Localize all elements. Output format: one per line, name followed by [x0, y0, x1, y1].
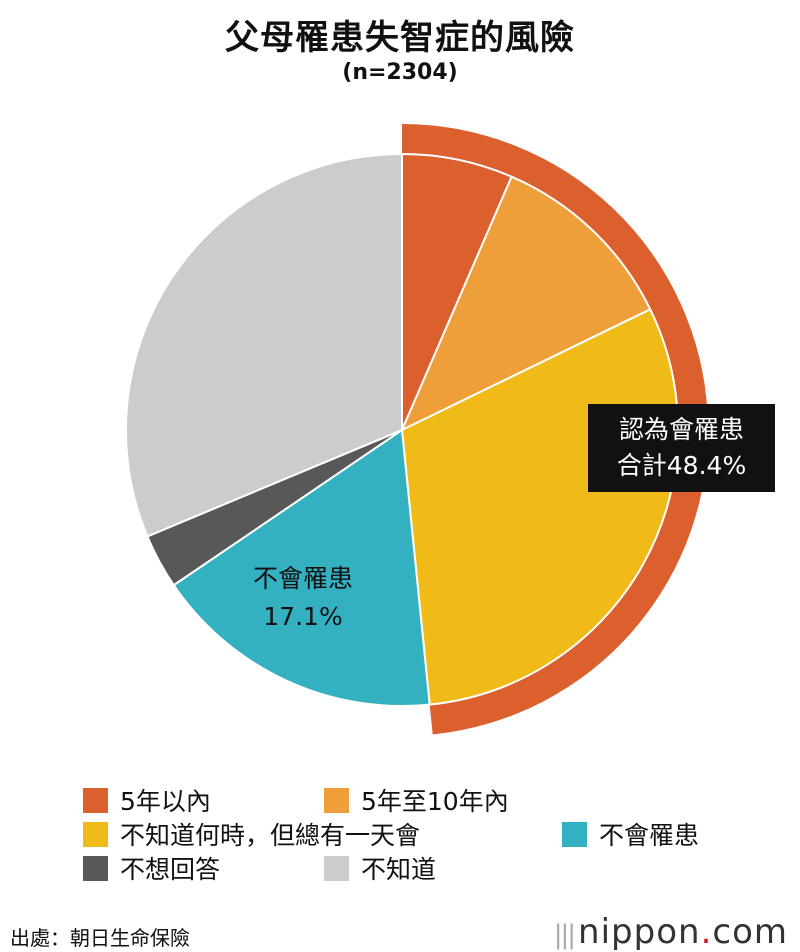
- brand-name: nippon: [578, 912, 701, 952]
- legend-label: 5年以內: [120, 787, 211, 816]
- legend-swatch: [83, 855, 108, 881]
- pie-slice-5: [125, 153, 403, 538]
- legend-swatch: [83, 821, 108, 847]
- chart-subtitle: (n=2304): [342, 60, 458, 85]
- legend-item: 不知道何時，但總有一天會: [83, 816, 420, 852]
- legend-item: 不想回答: [83, 850, 220, 886]
- legend-item: 不會罹患: [562, 816, 699, 852]
- pie-chart: [125, 124, 709, 735]
- pie-slice-3: [172, 429, 431, 707]
- legend-label: 不會罹患: [599, 821, 700, 850]
- legend-label: 不知道: [361, 855, 437, 884]
- legend-swatch: [324, 855, 349, 881]
- legend-swatch: [324, 787, 349, 813]
- legend-label: 5年至10年內: [361, 787, 509, 816]
- group-total-callout: 認為會罹患 合計48.4%: [588, 404, 775, 492]
- legend-item: 不知道: [324, 850, 436, 886]
- legend-swatch: [83, 787, 108, 813]
- chart-title: 父母罹患失智症的風險: [225, 18, 575, 58]
- brand-bars-icon: |||: [553, 920, 576, 950]
- slice-label-value: 17.1%: [263, 602, 343, 631]
- brand-tld: com: [712, 912, 788, 952]
- legend-item: 5年以內: [83, 782, 211, 818]
- group-total-value: 合計48.4%: [616, 451, 747, 480]
- source-note: 出處：朝日生命保險: [10, 926, 190, 950]
- brand-logo: ||| nippon.com: [554, 912, 788, 952]
- legend-swatch: [562, 821, 587, 847]
- brand-dot: .: [700, 912, 713, 952]
- legend-label: 不知道何時，但總有一天會: [120, 821, 421, 850]
- slice-label-no-risk: 不會罹患 17.1%: [238, 560, 368, 636]
- legend-label: 不想回答: [120, 855, 221, 884]
- slice-label-name: 不會罹患: [252, 564, 353, 593]
- group-total-label: 認為會罹患: [618, 415, 744, 444]
- legend-item: 5年至10年內: [324, 782, 509, 818]
- pie-slice-0: [401, 153, 513, 431]
- pie-slice-1: [401, 175, 652, 431]
